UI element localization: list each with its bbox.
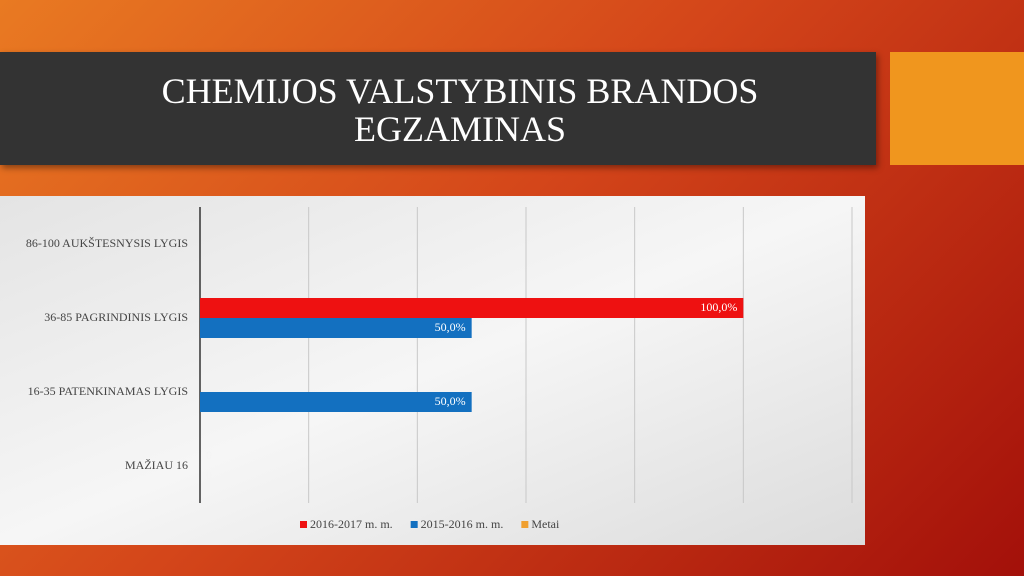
data-label: 100,0% [700, 300, 737, 314]
title-box [0, 52, 876, 165]
legend-label: 2016-2017 m. m. [310, 517, 393, 531]
y-tick-label: 86-100 AUKŠTESNYSIS LYGIS [26, 236, 188, 250]
data-label: 50,0% [435, 320, 466, 334]
data-label: 0 [206, 468, 212, 482]
data-label: 0 [206, 448, 212, 462]
legend-swatch [300, 521, 307, 528]
slide-title: CHEMIJOS VALSTYBINIS BRANDOS EGZAMINAS [161, 71, 759, 149]
bar [200, 298, 744, 318]
legend-label: 2015-2016 m. m. [421, 517, 504, 531]
bar [200, 392, 472, 412]
data-label: 50,0% [435, 394, 466, 408]
accent-square [890, 52, 1024, 165]
legend-swatch [410, 521, 418, 528]
chart-area [0, 196, 865, 545]
legend-swatch [521, 521, 529, 528]
chart: 86-100 AUKŠTESNYSIS LYGIS 36-85 PAGRINDIN… [0, 196, 865, 545]
y-tick-label: 16-35 PATENKINAMAS LYGIS [28, 384, 188, 398]
y-tick-label: MAŽIAU 16 [125, 458, 188, 472]
legend-label: Metai [531, 517, 560, 531]
y-tick-label: 36-85 PAGRINDINIS LYGIS [44, 310, 188, 324]
bar [200, 318, 472, 338]
